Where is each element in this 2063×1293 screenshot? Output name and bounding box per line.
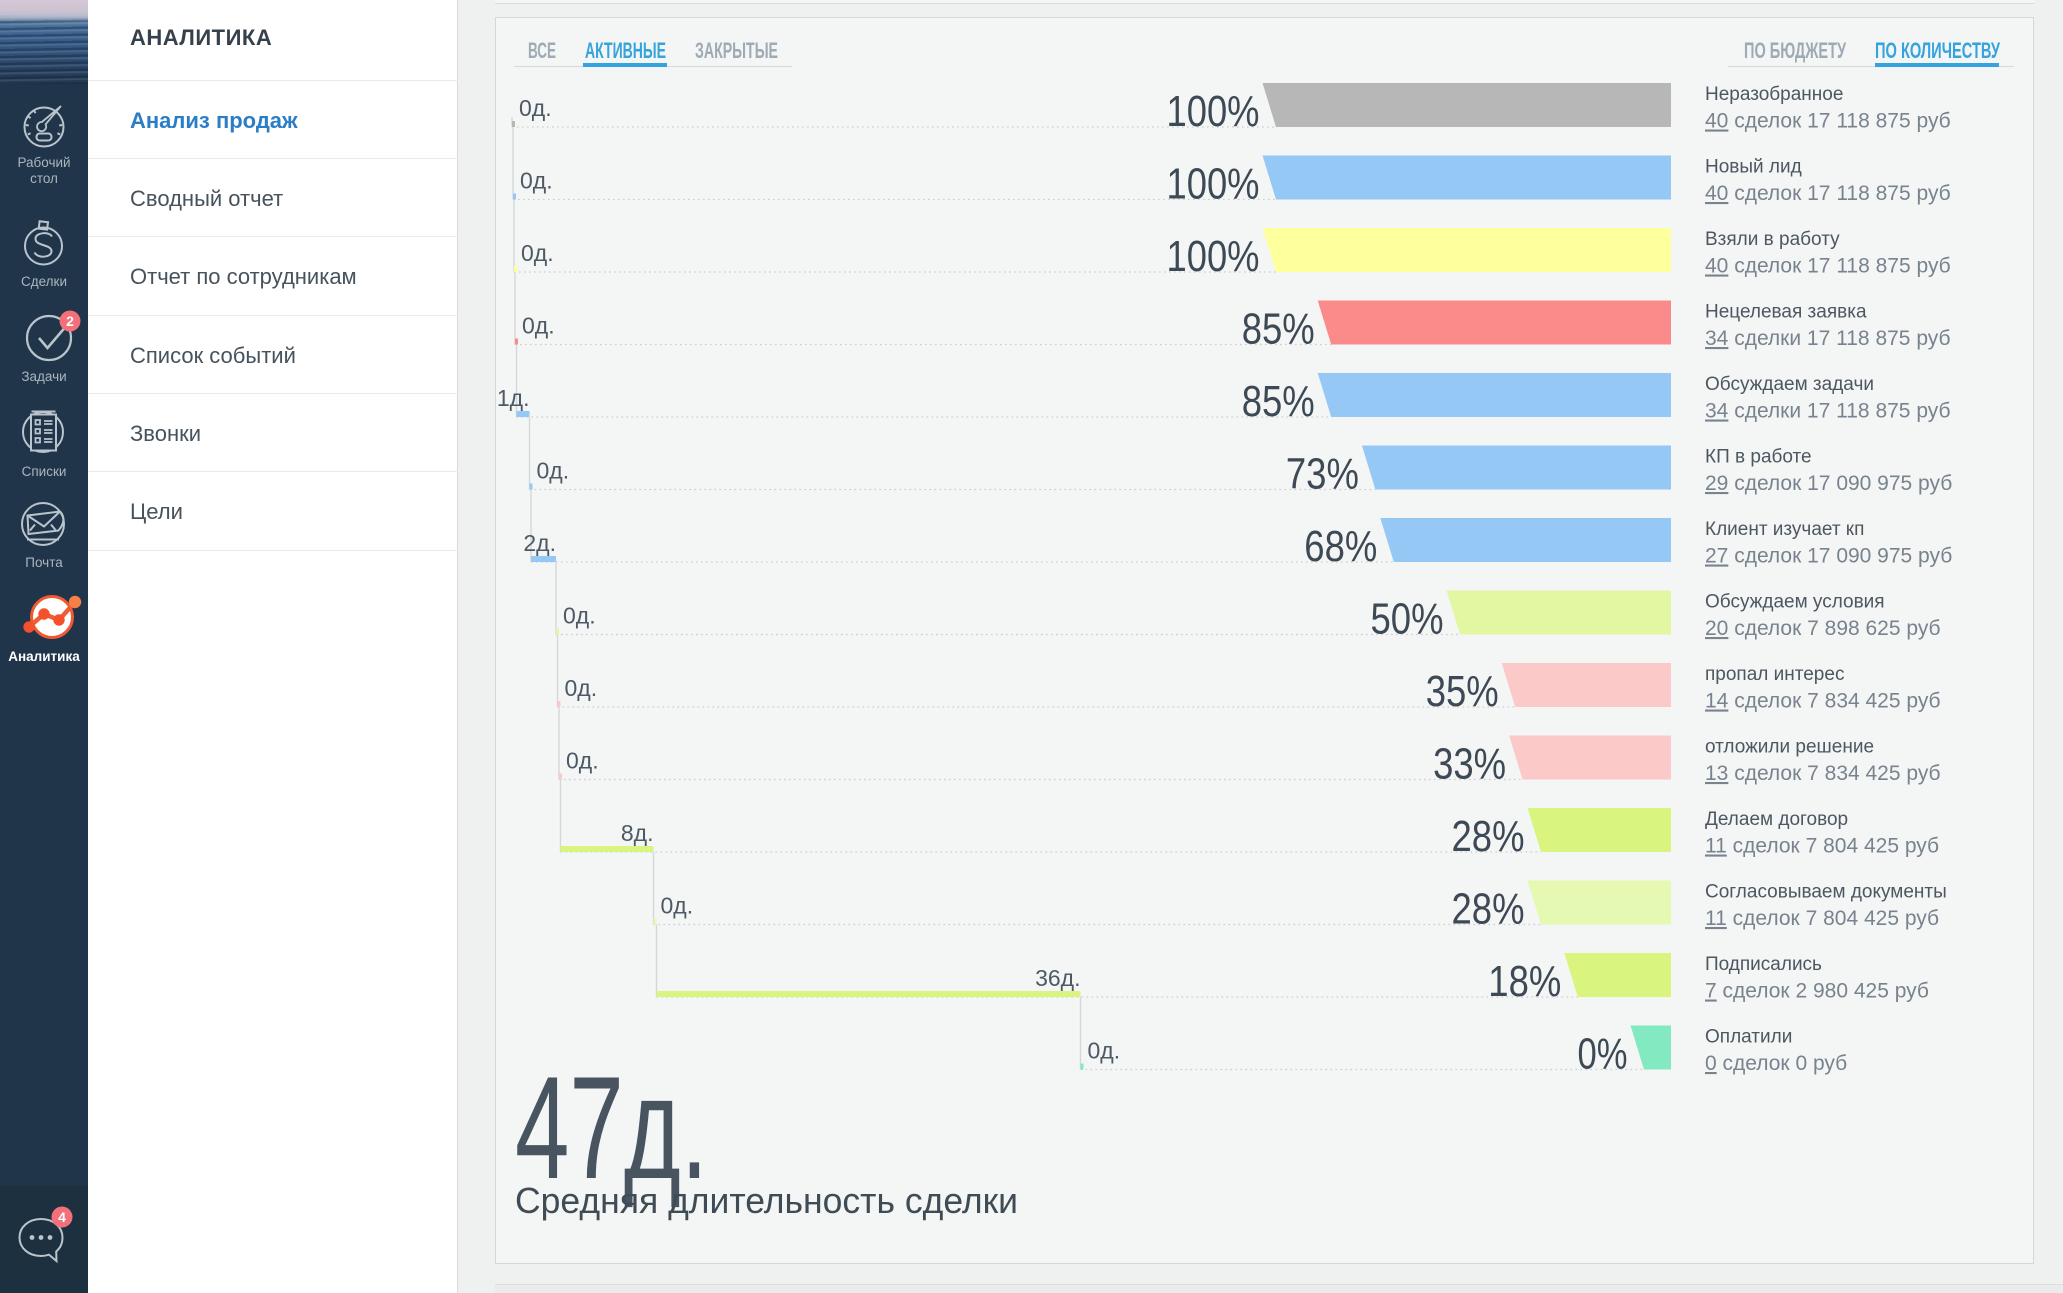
svg-text:29 сделок 17 090 975 руб: 29 сделок 17 090 975 руб: [1705, 472, 1952, 495]
svg-text:0д.: 0д.: [521, 240, 554, 266]
svg-text:35%: 35%: [1426, 667, 1499, 716]
svg-text:Делаем договор: Делаем договор: [1705, 809, 1848, 830]
svg-text:Подписались: Подписались: [1705, 954, 1822, 975]
svg-text:ЗАКРЫТЫЕ: ЗАКРЫТЫЕ: [695, 38, 778, 63]
svg-text:27 сделок 17 090 975 руб: 27 сделок 17 090 975 руб: [1705, 545, 1952, 568]
svg-text:33%: 33%: [1433, 740, 1506, 789]
svg-text:50%: 50%: [1371, 595, 1444, 644]
svg-text:40 сделок 17 118 875 руб: 40 сделок 17 118 875 руб: [1705, 110, 1951, 133]
svg-text:40 сделок 17 118 875 руб: 40 сделок 17 118 875 руб: [1705, 255, 1951, 278]
svg-text:0д.: 0д.: [1088, 1038, 1121, 1064]
svg-text:0д.: 0д.: [522, 313, 555, 339]
svg-text:0%: 0%: [1578, 1030, 1628, 1079]
svg-text:Клиент изучает кп: Клиент изучает кп: [1705, 519, 1864, 540]
svg-text:Новый лид: Новый лид: [1705, 157, 1802, 178]
svg-text:1д.: 1д.: [497, 385, 530, 411]
svg-text:2д.: 2д.: [523, 530, 556, 556]
svg-text:отложили решение: отложили решение: [1705, 737, 1874, 758]
svg-text:2: 2: [66, 313, 74, 329]
svg-text:34 сделки 17 118 875 руб: 34 сделки 17 118 875 руб: [1705, 327, 1951, 350]
svg-text:Обсуждаем условия: Обсуждаем условия: [1705, 592, 1885, 613]
svg-text:34 сделки 17 118 875 руб: 34 сделки 17 118 875 руб: [1705, 400, 1951, 423]
svg-text:Нецелевая заявка: Нецелевая заявка: [1705, 302, 1867, 323]
svg-text:40 сделок 17 118 875 руб: 40 сделок 17 118 875 руб: [1705, 182, 1951, 205]
svg-text:0д.: 0д.: [520, 168, 553, 194]
svg-text:8д.: 8д.: [621, 820, 654, 846]
svg-text:Согласовываем документы: Согласовываем документы: [1705, 882, 1947, 903]
svg-text:14 сделок 7 834 425 руб: 14 сделок 7 834 425 руб: [1705, 690, 1941, 713]
svg-text:28%: 28%: [1452, 885, 1525, 934]
svg-text:11 сделок 7 804 425 руб: 11 сделок 7 804 425 руб: [1705, 835, 1939, 858]
svg-text:85%: 85%: [1242, 377, 1315, 426]
svg-text:100%: 100%: [1167, 87, 1260, 136]
svg-text:0д.: 0д.: [563, 603, 596, 629]
svg-text:73%: 73%: [1286, 450, 1359, 499]
svg-text:Неразобранное: Неразобранное: [1705, 84, 1843, 105]
svg-text:100%: 100%: [1167, 232, 1260, 281]
svg-text:11 сделок 7 804 425 руб: 11 сделок 7 804 425 руб: [1705, 907, 1939, 930]
svg-text:85%: 85%: [1242, 305, 1315, 354]
svg-text:36д.: 36д.: [1035, 965, 1080, 991]
svg-text:0д.: 0д.: [519, 95, 552, 121]
svg-text:Обсуждаем задачи: Обсуждаем задачи: [1705, 374, 1874, 395]
svg-text:пропал интерес: пропал интерес: [1705, 664, 1844, 685]
svg-text:100%: 100%: [1167, 160, 1260, 209]
svg-text:0д.: 0д.: [565, 675, 598, 701]
svg-text:КП в работе: КП в работе: [1705, 447, 1812, 468]
svg-text:0 сделок 0 руб: 0 сделок 0 руб: [1705, 1052, 1847, 1075]
svg-text:АКТИВНЫЕ: АКТИВНЫЕ: [585, 38, 666, 63]
svg-text:ПО КОЛИЧЕСТВУ: ПО КОЛИЧЕСТВУ: [1875, 38, 2000, 63]
svg-text:13 сделок 7 834 425 руб: 13 сделок 7 834 425 руб: [1705, 762, 1941, 785]
svg-text:Средняя длительность сделки: Средняя длительность сделки: [515, 1180, 1018, 1221]
svg-text:20 сделок 7 898 625 руб: 20 сделок 7 898 625 руб: [1705, 617, 1941, 640]
svg-text:7 сделок 2 980 425 руб: 7 сделок 2 980 425 руб: [1705, 980, 1929, 1003]
svg-text:28%: 28%: [1452, 812, 1525, 861]
svg-text:ПО БЮДЖЕТУ: ПО БЮДЖЕТУ: [1744, 38, 1846, 63]
svg-text:Взяли в работу: Взяли в работу: [1705, 229, 1840, 250]
svg-text:0д.: 0д.: [537, 458, 570, 484]
svg-text:Оплатили: Оплатили: [1705, 1027, 1792, 1048]
svg-text:4: 4: [58, 1209, 66, 1225]
svg-text:ВСЕ: ВСЕ: [528, 38, 556, 63]
svg-text:47д.: 47д.: [515, 1046, 708, 1209]
svg-text:68%: 68%: [1304, 522, 1377, 571]
svg-text:0д.: 0д.: [661, 893, 694, 919]
svg-text:18%: 18%: [1488, 957, 1561, 1006]
svg-text:0д.: 0д.: [566, 748, 599, 774]
